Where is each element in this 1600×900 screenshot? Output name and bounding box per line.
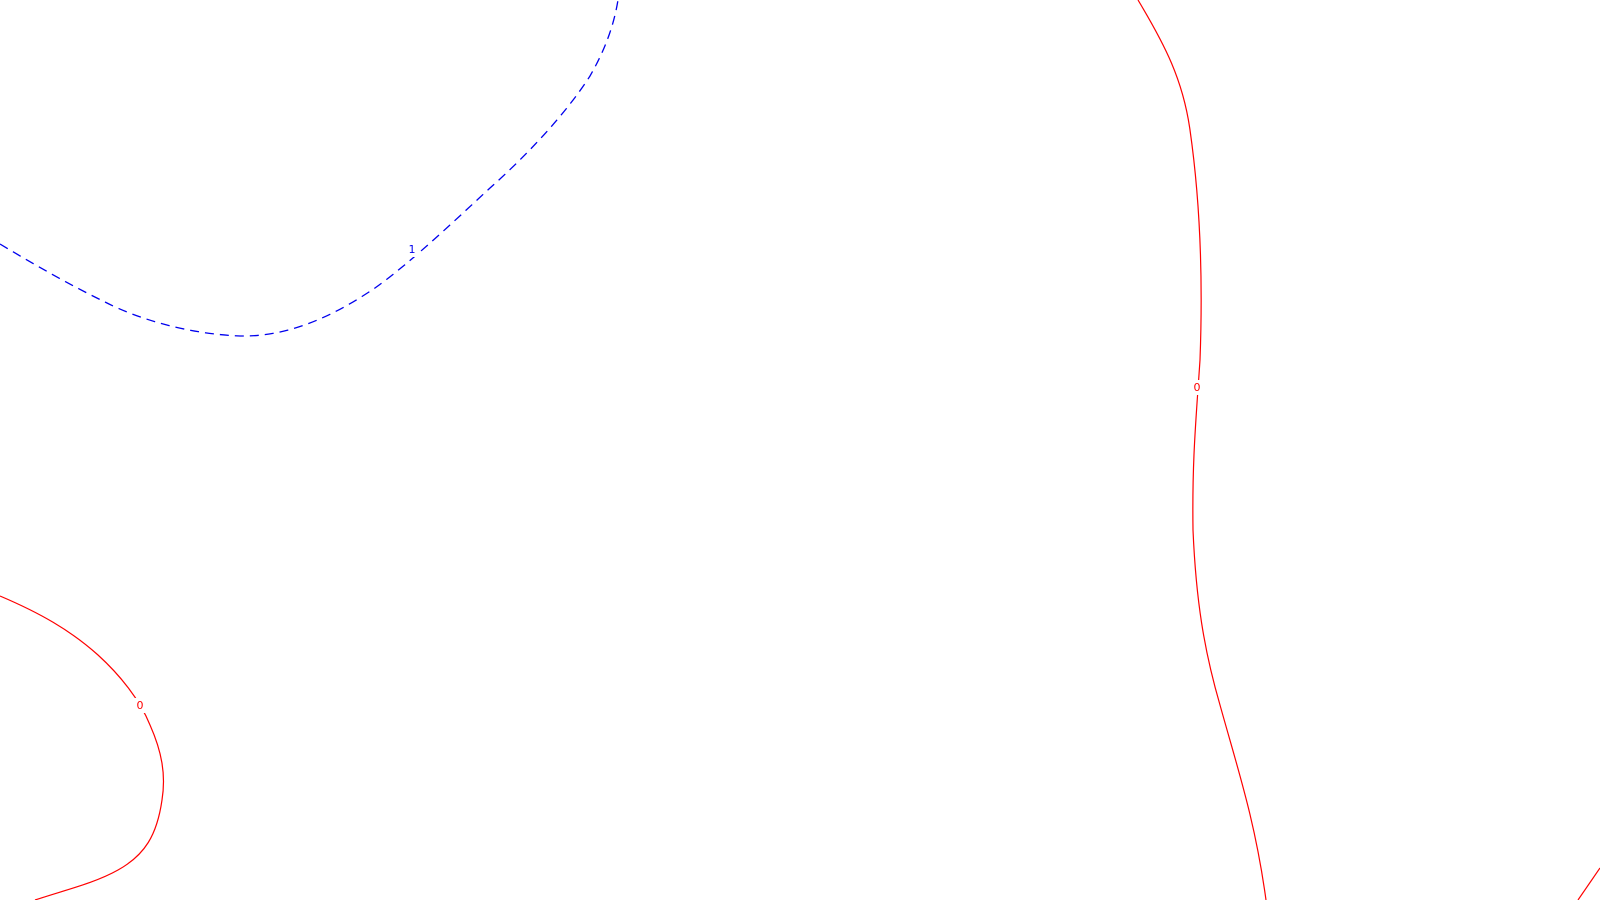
contour-0-lower-left-label: 0 (137, 699, 144, 712)
contour-0-right-label: 0 (1194, 381, 1201, 394)
contour-1-label: 1 (409, 243, 416, 256)
contour-line-1-upper-left: 1 (0, 0, 619, 337)
contour-1-path (0, 0, 619, 337)
contour-0-corner-path (1577, 867, 1600, 900)
contour-0-right-path (1137, 0, 1267, 900)
contour-line-0-right: 0 (1137, 0, 1267, 900)
contour-line-0-lower-left: 0 (0, 595, 165, 900)
contour-0-lower-left-label-bg (133, 698, 146, 713)
contour-line-0-corner (1577, 867, 1600, 900)
contour-0-right-label-bg (1190, 380, 1203, 395)
contour-0-lower-left-path (0, 595, 165, 900)
contour-1-label-bg (405, 242, 419, 257)
